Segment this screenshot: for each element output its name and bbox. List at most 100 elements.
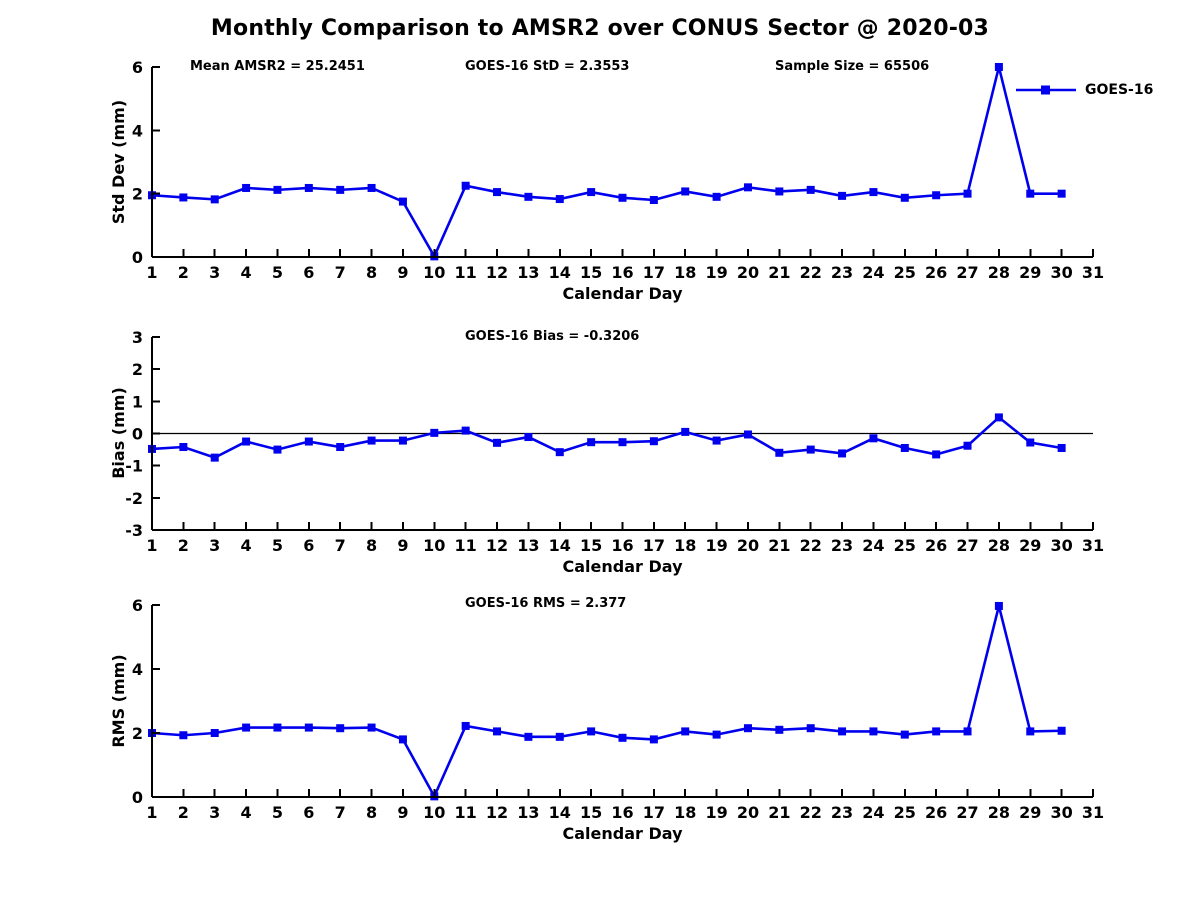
svg-text:6: 6 xyxy=(132,596,143,615)
rms-marker-day-28 xyxy=(994,601,1003,610)
bias-marker-day-18 xyxy=(681,427,690,436)
std-dev-marker-day-4 xyxy=(242,183,251,192)
svg-text:4: 4 xyxy=(241,536,252,555)
svg-text:16: 16 xyxy=(611,536,633,555)
std-dev-marker-day-13 xyxy=(524,192,533,201)
svg-text:16: 16 xyxy=(611,803,633,822)
bias-marker-day-26 xyxy=(932,450,941,459)
rms-marker-day-16 xyxy=(618,733,627,742)
svg-text:3: 3 xyxy=(209,803,220,822)
rms-marker-day-14 xyxy=(555,732,564,741)
bias-marker-day-6 xyxy=(304,437,313,446)
svg-text:6: 6 xyxy=(303,263,314,282)
svg-text:29: 29 xyxy=(1019,803,1041,822)
svg-text:24: 24 xyxy=(862,803,884,822)
std-dev-marker-day-26 xyxy=(932,191,941,200)
svg-text:26: 26 xyxy=(925,263,947,282)
svg-text:4: 4 xyxy=(241,803,252,822)
svg-text:22: 22 xyxy=(800,803,822,822)
std-dev-marker-day-18 xyxy=(681,187,690,196)
bias-marker-day-30 xyxy=(1057,443,1066,452)
rms-axes xyxy=(151,604,1094,798)
svg-text:31: 31 xyxy=(1082,536,1104,555)
svg-text:29: 29 xyxy=(1019,536,1041,555)
rms-marker-day-20 xyxy=(743,724,752,733)
bias-marker-day-13 xyxy=(524,433,533,442)
rms-marker-day-29 xyxy=(1026,727,1035,736)
rms-marker-day-15 xyxy=(587,727,596,736)
std-dev-marker-day-20 xyxy=(743,183,752,192)
svg-text:15: 15 xyxy=(580,536,602,555)
rms-marker-day-4 xyxy=(242,723,251,732)
svg-text:11: 11 xyxy=(455,536,477,555)
svg-text:5: 5 xyxy=(272,803,283,822)
rms-marker-day-8 xyxy=(367,723,376,732)
stddev-x-axis-label: Calendar Day xyxy=(562,284,683,303)
svg-text:20: 20 xyxy=(737,263,759,282)
svg-text:17: 17 xyxy=(643,536,665,555)
svg-text:21: 21 xyxy=(768,803,790,822)
rms-marker-day-27 xyxy=(963,727,972,736)
svg-text:2: 2 xyxy=(132,724,143,743)
bias-marker-day-22 xyxy=(806,445,815,454)
goes16-std-annotation: GOES-16 StD = 2.3553 xyxy=(465,59,630,74)
svg-text:11: 11 xyxy=(455,803,477,822)
svg-text:2: 2 xyxy=(132,185,143,204)
bias-marker-day-7 xyxy=(336,443,345,452)
svg-text:30: 30 xyxy=(1051,803,1073,822)
svg-text:9: 9 xyxy=(397,536,408,555)
svg-text:28: 28 xyxy=(988,263,1010,282)
svg-text:7: 7 xyxy=(335,536,346,555)
svg-text:1: 1 xyxy=(146,803,157,822)
bias-marker-day-5 xyxy=(273,445,282,454)
bias-marker-day-20 xyxy=(743,430,752,439)
svg-text:15: 15 xyxy=(580,263,602,282)
svg-text:0: 0 xyxy=(132,425,143,444)
svg-text:28: 28 xyxy=(988,803,1010,822)
bias-marker-day-24 xyxy=(869,434,878,443)
std-dev-marker-day-6 xyxy=(304,183,313,192)
svg-text:21: 21 xyxy=(768,536,790,555)
svg-text:3: 3 xyxy=(209,263,220,282)
std-dev-marker-day-14 xyxy=(555,195,564,204)
svg-text:7: 7 xyxy=(335,263,346,282)
legend-line-marker-icon xyxy=(1016,85,1076,95)
bias-marker-day-9 xyxy=(398,436,407,445)
svg-text:-3: -3 xyxy=(125,521,143,540)
svg-text:26: 26 xyxy=(925,803,947,822)
rms-x-axis-label: Calendar Day xyxy=(562,824,683,843)
svg-text:9: 9 xyxy=(397,263,408,282)
rms-marker-day-7 xyxy=(336,724,345,733)
bias-marker-day-15 xyxy=(587,438,596,447)
std-dev-marker-day-25 xyxy=(900,193,909,202)
rms-marker-day-5 xyxy=(273,723,282,732)
svg-text:4: 4 xyxy=(132,121,143,140)
svg-text:19: 19 xyxy=(705,803,727,822)
bias-marker-day-16 xyxy=(618,438,627,447)
svg-text:14: 14 xyxy=(549,263,571,282)
svg-text:18: 18 xyxy=(674,803,696,822)
svg-text:12: 12 xyxy=(486,263,508,282)
std-dev-marker-day-27 xyxy=(963,189,972,198)
svg-text:12: 12 xyxy=(486,803,508,822)
svg-text:4: 4 xyxy=(241,263,252,282)
rms-marker-day-26 xyxy=(932,727,941,736)
svg-text:2: 2 xyxy=(132,360,143,379)
svg-text:25: 25 xyxy=(894,536,916,555)
std-dev-line xyxy=(151,66,1062,260)
std-dev-marker-day-19 xyxy=(712,192,721,201)
svg-text:4: 4 xyxy=(132,660,143,679)
rms-marker-day-22 xyxy=(806,724,815,733)
bias-marker-day-12 xyxy=(493,438,502,447)
svg-text:0: 0 xyxy=(132,788,143,807)
rms-marker-day-19 xyxy=(712,730,721,739)
rms-marker-day-2 xyxy=(179,731,188,740)
rms-marker-day-3 xyxy=(210,729,219,737)
svg-text:24: 24 xyxy=(862,536,884,555)
bias-marker-day-10 xyxy=(430,428,439,437)
rms-marker-day-12 xyxy=(493,727,502,736)
bias-axes xyxy=(151,336,1094,531)
svg-text:23: 23 xyxy=(831,536,853,555)
